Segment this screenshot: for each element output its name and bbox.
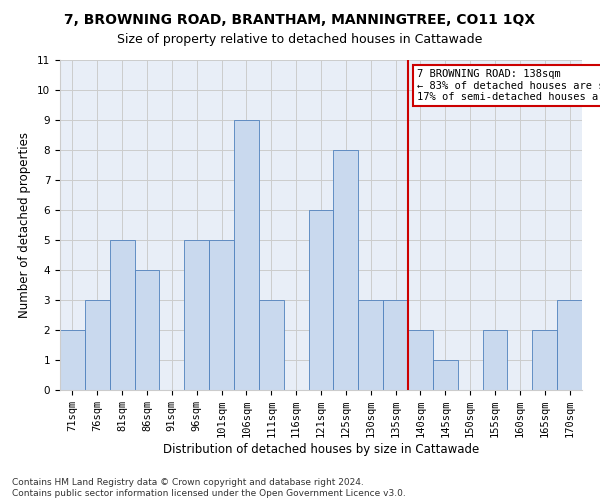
Bar (433, 360, 458, 390)
Bar (184, 240, 209, 390)
Bar (259, 300, 284, 390)
Bar (134, 270, 160, 390)
Bar (532, 330, 557, 390)
Bar (234, 120, 259, 390)
Bar (334, 150, 358, 390)
Y-axis label: Number of detached properties: Number of detached properties (19, 132, 31, 318)
Bar (209, 240, 234, 390)
Bar (308, 210, 334, 390)
Bar (383, 300, 408, 390)
Text: 7, BROWNING ROAD, BRANTHAM, MANNINGTREE, CO11 1QX: 7, BROWNING ROAD, BRANTHAM, MANNINGTREE,… (64, 12, 536, 26)
Bar (482, 330, 508, 390)
Bar (60, 330, 85, 390)
Text: 7 BROWNING ROAD: 138sqm
← 83% of detached houses are smaller (55)
17% of semi-de: 7 BROWNING ROAD: 138sqm ← 83% of detache… (416, 69, 600, 102)
X-axis label: Distribution of detached houses by size in Cattawade: Distribution of detached houses by size … (163, 443, 479, 456)
Bar (408, 330, 433, 390)
Bar (85, 300, 110, 390)
Bar (557, 300, 582, 390)
Text: Size of property relative to detached houses in Cattawade: Size of property relative to detached ho… (118, 32, 482, 46)
Bar (110, 240, 134, 390)
Text: Contains HM Land Registry data © Crown copyright and database right 2024.
Contai: Contains HM Land Registry data © Crown c… (12, 478, 406, 498)
Bar (358, 300, 383, 390)
